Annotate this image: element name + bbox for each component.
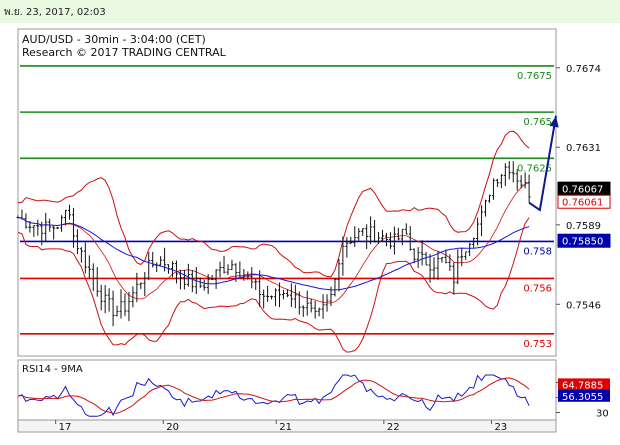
resistance-label-3: 0.7625 [517, 163, 552, 174]
datetime-label: พ.ย. 23, 2017, 02:03 [4, 7, 106, 18]
rsi-tick-label-3: 30 [596, 409, 609, 420]
resistance-label-1: 0.7675 [517, 71, 552, 82]
bollinger-middle [17, 182, 530, 304]
x-axis-band [17, 419, 557, 433]
chart-title: AUD/USD - 30min - 3:04:00 (CET) [22, 33, 206, 46]
y-tick-label-1: 0.7674 [566, 64, 601, 75]
rsi-tag-label-2: 56.3055 [562, 392, 603, 403]
price-tag-2 [557, 194, 611, 209]
resistance-label-2: 0.765 [523, 117, 552, 128]
rsi-tag-label-1: 64.7885 [562, 380, 603, 391]
price-tag-label-1: 0.76067 [562, 185, 603, 196]
price-panel [17, 28, 557, 357]
rsi-tag-1 [558, 378, 610, 391]
x-tick-label-5: 23 [494, 422, 507, 433]
rsi-tag-2 [558, 389, 610, 402]
moving-average [17, 217, 530, 291]
support-label-1: 0.756 [523, 283, 552, 294]
x-tick-label-1: 17 [59, 422, 72, 433]
forecast-arrowhead [549, 115, 559, 128]
rsi-panel [17, 359, 557, 421]
price-tag-label-3: 0.75850 [562, 237, 603, 248]
support-label-2: 0.753 [523, 339, 552, 350]
rsi-ma-line [17, 377, 530, 414]
rsi-label: RSI14 - 9MA [22, 364, 83, 375]
x-tick-label-3: 21 [279, 422, 292, 433]
chart-subtitle: Research © 2017 TRADING CENTRAL [22, 46, 227, 59]
bollinger-upper [17, 130, 530, 278]
date-bar: พ.ย. 23, 2017, 02:03 [0, 0, 620, 23]
y-tick-label-2: 0.7631 [566, 143, 601, 154]
x-tick-label-4: 22 [387, 422, 400, 433]
forecast-arrow [528, 115, 557, 212]
y-tick-label-3: 0.7589 [566, 221, 601, 232]
pivot-label: 0.758 [523, 246, 552, 257]
y-tick-label-4: 0.7546 [566, 300, 601, 311]
price-tag-3 [557, 233, 611, 248]
bollinger-lower [17, 217, 530, 353]
chart-canvas: AUD/USD - 30min - 3:04:00 (CET) Research… [16, 28, 611, 433]
price-tag-label-2: 0.76061 [562, 198, 603, 209]
x-tick-label-2: 20 [166, 422, 179, 433]
